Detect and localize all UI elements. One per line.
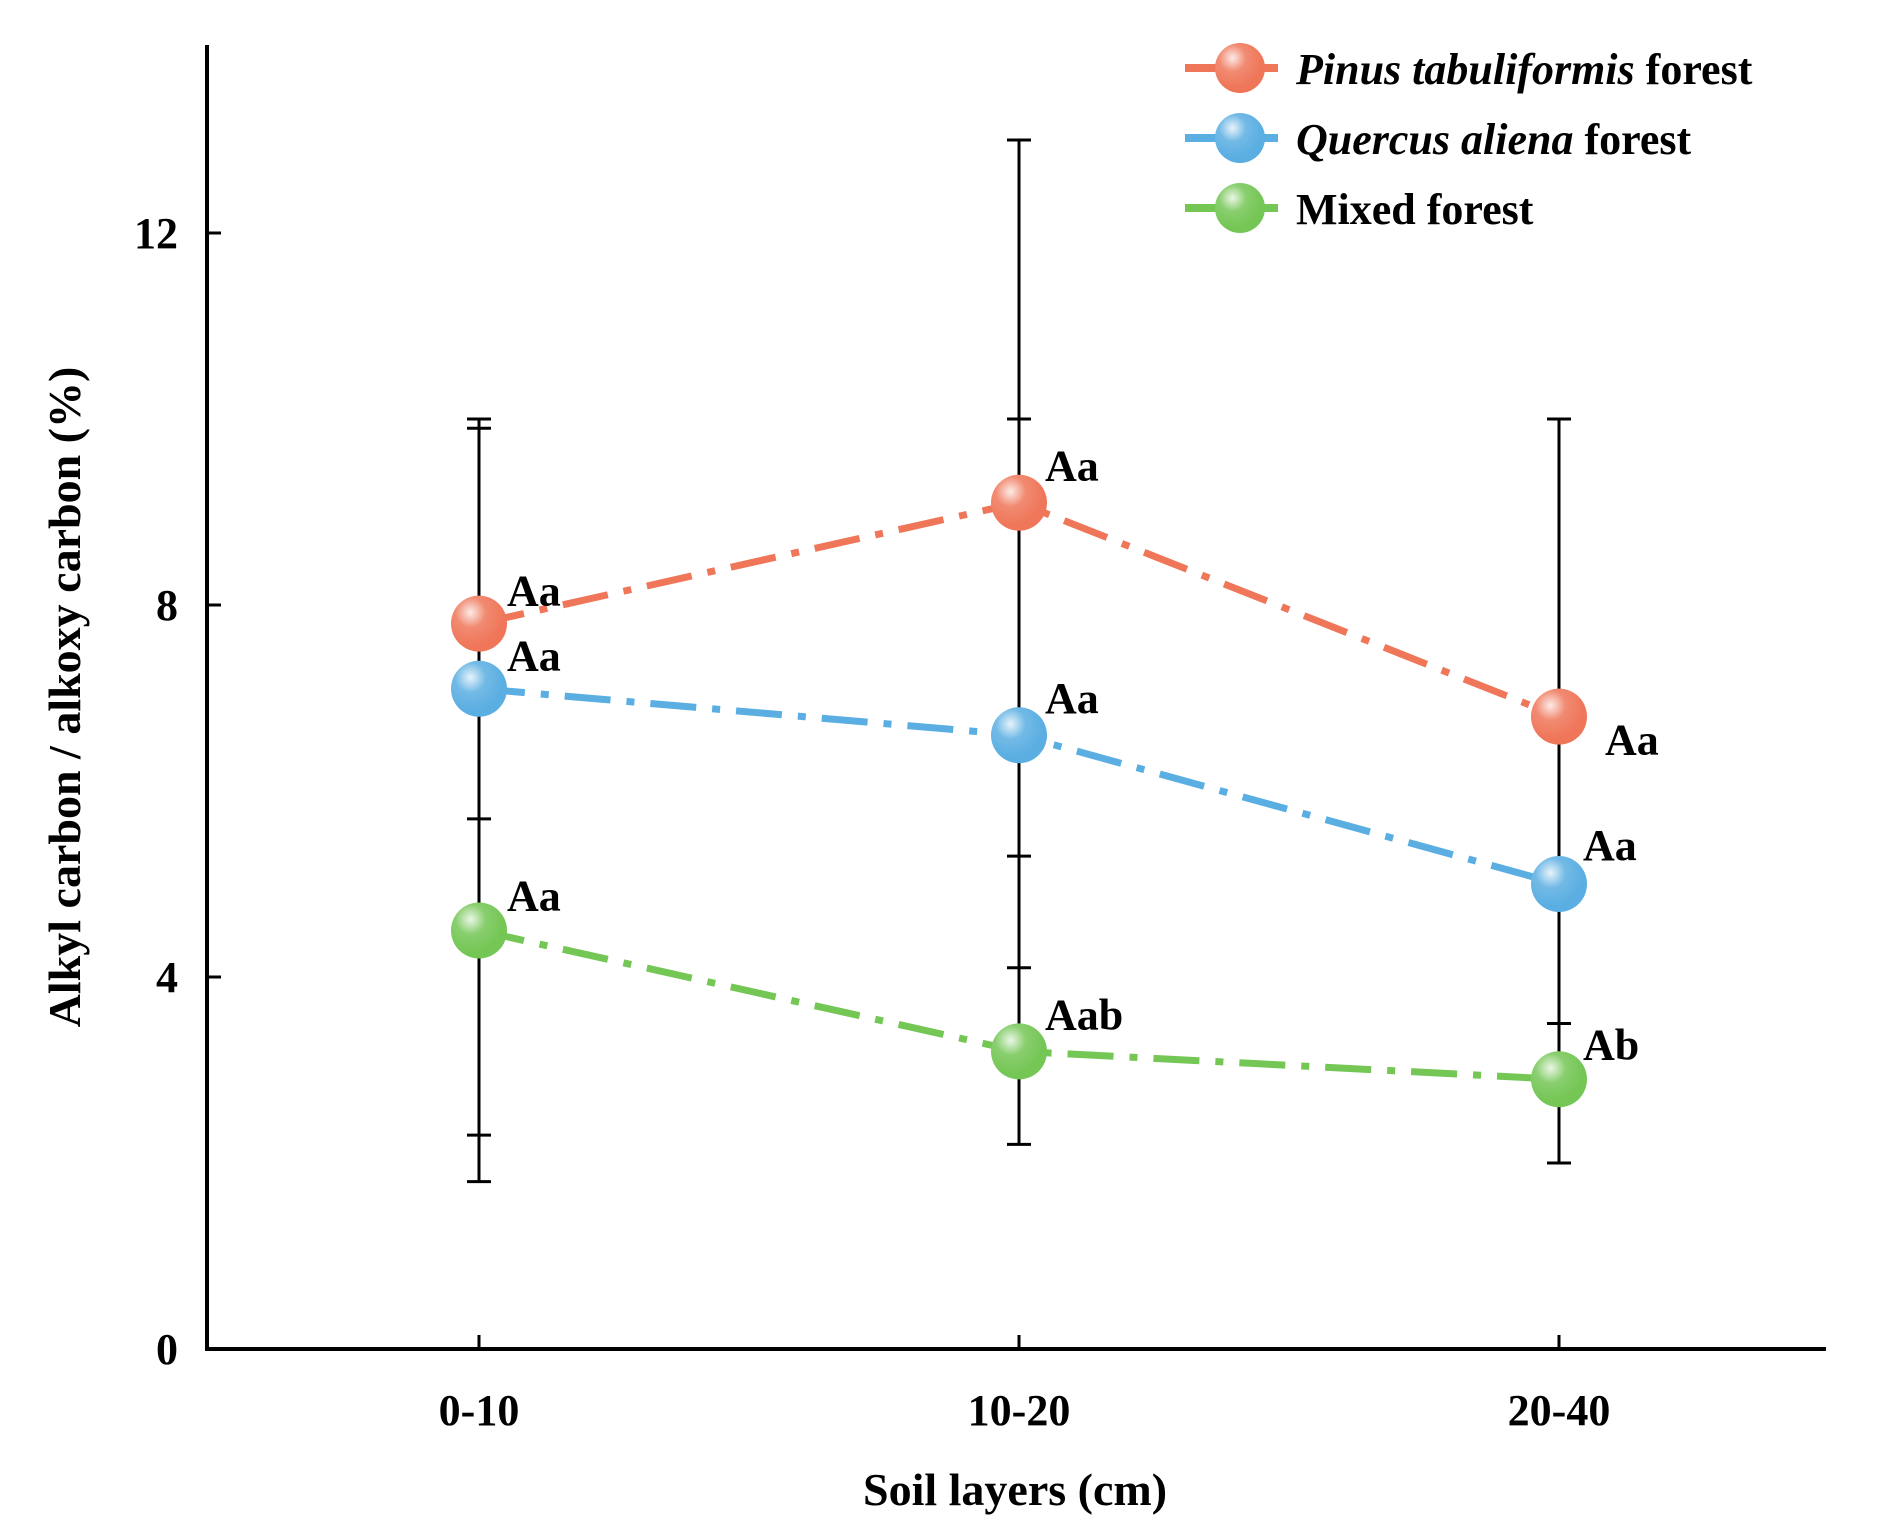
data-label-mixed-20-40: Ab	[1583, 1020, 1639, 1069]
data-point-sheen-pinus-0-10	[451, 595, 507, 652]
legend-label-quercus-italic: Quercus aliena	[1296, 115, 1573, 164]
y-ticks: 0 4 8 12	[134, 209, 221, 1374]
legend-label-mixed: Mixed forest	[1296, 185, 1534, 234]
data-point-sheen-quercus-0-10	[451, 660, 507, 717]
svg-text:Pinus tabuliformis forest: Pinus tabuliformis forest	[1295, 45, 1753, 94]
x-tick-label-0-10: 0-10	[439, 1386, 520, 1435]
data-label-mixed-0-10: Aa	[507, 872, 561, 921]
y-tick-label-4: 4	[156, 953, 178, 1002]
y-tick-label-0: 0	[156, 1325, 178, 1374]
legend-marker-sheen-pinus	[1215, 43, 1265, 93]
y-tick-label-12: 12	[134, 209, 178, 258]
errorbar-layer	[467, 138, 1571, 1184]
legend-entry-pinus: Pinus tabuliformis forest	[1185, 43, 1753, 94]
data-point-sheen-mixed-0-10	[451, 902, 507, 959]
data-label-pinus-10-20: Aa	[1045, 442, 1099, 491]
data-label-mixed-10-20: Aab	[1045, 990, 1123, 1039]
data-point-sheen-quercus-20-40	[1531, 856, 1587, 912]
x-ticks: 0-10 10-20 20-40	[439, 1335, 1611, 1435]
data-point-sheen-mixed-20-40	[1531, 1051, 1587, 1108]
data-label-pinus-0-10: Aa	[507, 567, 561, 616]
legend-label-pinus-suffix: forest	[1635, 45, 1753, 94]
data-label-quercus-0-10: Aa	[507, 632, 561, 681]
legend: Pinus tabuliformis forest Quercus aliena…	[1185, 43, 1753, 234]
x-tick-label-20-40: 20-40	[1508, 1386, 1611, 1435]
legend-label-pinus-italic: Pinus tabuliformis	[1295, 45, 1635, 94]
y-axis-title: Alkyl carbon / alkoxy carbon (%)	[39, 367, 90, 1028]
data-label-quercus-10-20: Aa	[1045, 674, 1099, 723]
legend-entry-mixed: Mixed forest	[1185, 183, 1534, 234]
data-point-sheen-mixed-10-20	[991, 1023, 1047, 1080]
y-tick-label-8: 8	[156, 581, 178, 630]
legend-label-quercus-suffix: forest	[1573, 115, 1691, 164]
x-tick-label-10-20: 10-20	[968, 1386, 1071, 1435]
legend-marker-sheen-quercus	[1215, 113, 1265, 163]
x-axis-title: Soil layers (cm)	[863, 1464, 1167, 1515]
legend-entry-quercus: Quercus aliena forest	[1185, 113, 1692, 164]
data-point-sheen-quercus-10-20	[991, 707, 1047, 764]
data-point-sheen-pinus-20-40	[1531, 688, 1587, 745]
data-label-pinus-20-40: Aa	[1605, 716, 1659, 765]
marker-layer	[451, 474, 1587, 1108]
label-layer: Aa Aa Aa Aa Aa Aa Aa Aab Ab	[507, 442, 1659, 1070]
data-label-quercus-20-40: Aa	[1583, 821, 1637, 870]
svg-text:Quercus aliena forest: Quercus aliena forest	[1296, 115, 1692, 164]
legend-marker-sheen-mixed	[1215, 183, 1265, 233]
data-point-sheen-pinus-10-20	[991, 474, 1047, 531]
